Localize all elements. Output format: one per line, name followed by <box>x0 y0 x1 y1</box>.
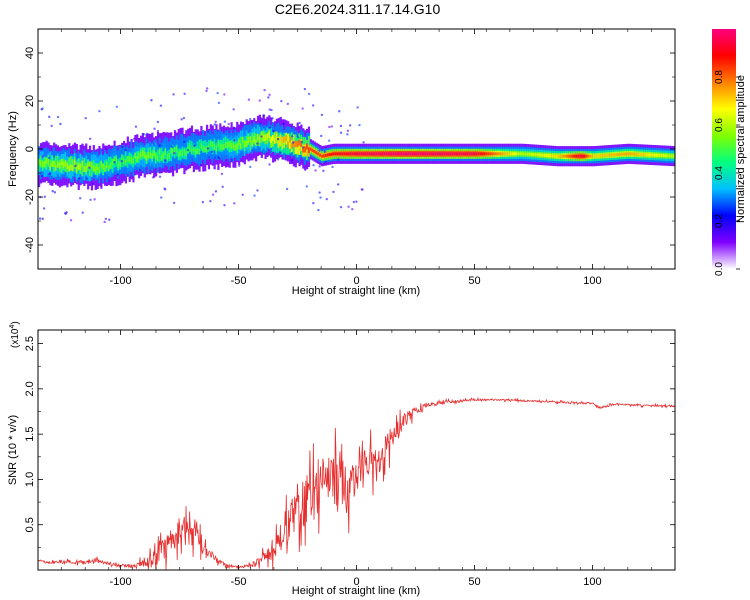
colorbar-label: Normalized spectral amplitude <box>735 75 747 223</box>
spectrogram-ticks: -100 -50 0 50 100 -40 -20 0 20 40 <box>24 28 676 287</box>
spectrogram-panel: -100 -50 0 50 100 -40 -20 0 20 40 Height of strai… <box>7 28 676 297</box>
chart-title: C2E6.2024.311.17.14.G10 <box>274 1 441 17</box>
spectrogram-xlabel: Height of straight line (km) <box>292 285 420 297</box>
y-tick-label: 40 <box>24 47 36 59</box>
colorbar-tick-label: 0.2 <box>714 214 725 228</box>
spectrogram-ridge <box>38 87 675 224</box>
colorbar-tick-label: 0.0 <box>714 262 725 276</box>
x-tick-label: 0 <box>353 576 359 588</box>
colorbar-ticks: 0.0 0.2 0.4 0.6 0.8 <box>714 70 740 276</box>
x-tick-label: -100 <box>110 576 132 588</box>
x-tick-label: 100 <box>583 275 601 287</box>
snr-ylabel: SNR (10 * v/v) <box>7 415 19 485</box>
y-tick-label: 0.5 <box>24 517 36 532</box>
x-tick-label: 0 <box>353 275 359 287</box>
colorbar-tick-label: 0.4 <box>714 166 725 180</box>
snr-xlabel: Height of straight line (km) <box>292 585 420 597</box>
snr-panel: -100 -50 0 50 100 0.5 1.0 1.5 2.0 2.5 Height of s… <box>7 321 676 597</box>
colorbar-tick-label: 0.8 <box>714 70 725 84</box>
y-tick-label: 20 <box>24 95 36 107</box>
colorbar-gradient <box>712 29 736 269</box>
y-tick-label: -20 <box>24 189 36 205</box>
y-tick-label: 1.0 <box>24 472 36 487</box>
spectrogram-ylabel: Frequency (Hz) <box>7 111 19 187</box>
x-tick-label: 50 <box>468 576 480 588</box>
y-tick-label: 2.5 <box>24 336 36 351</box>
y-tick-label: 1.5 <box>24 427 36 442</box>
snr-y-scale: (x104) <box>9 321 21 348</box>
colorbar: 0.0 0.2 0.4 0.6 0.8 Normalized spectral ampl… <box>712 29 747 276</box>
y-tick-label: 2.0 <box>24 381 36 396</box>
x-tick-label: -50 <box>231 275 247 287</box>
snr-ticks: -100 -50 0 50 100 0.5 1.0 1.5 2.0 2.5 <box>24 330 676 588</box>
x-tick-label: 50 <box>468 275 480 287</box>
y-tick-label: -40 <box>24 237 36 253</box>
x-tick-label: -100 <box>110 275 132 287</box>
snr-series-line <box>37 396 676 570</box>
x-tick-label: -50 <box>231 576 247 588</box>
y-tick-label: 0 <box>24 146 36 152</box>
colorbar-tick-label: 0.6 <box>714 118 725 132</box>
x-tick-label: 100 <box>583 576 601 588</box>
